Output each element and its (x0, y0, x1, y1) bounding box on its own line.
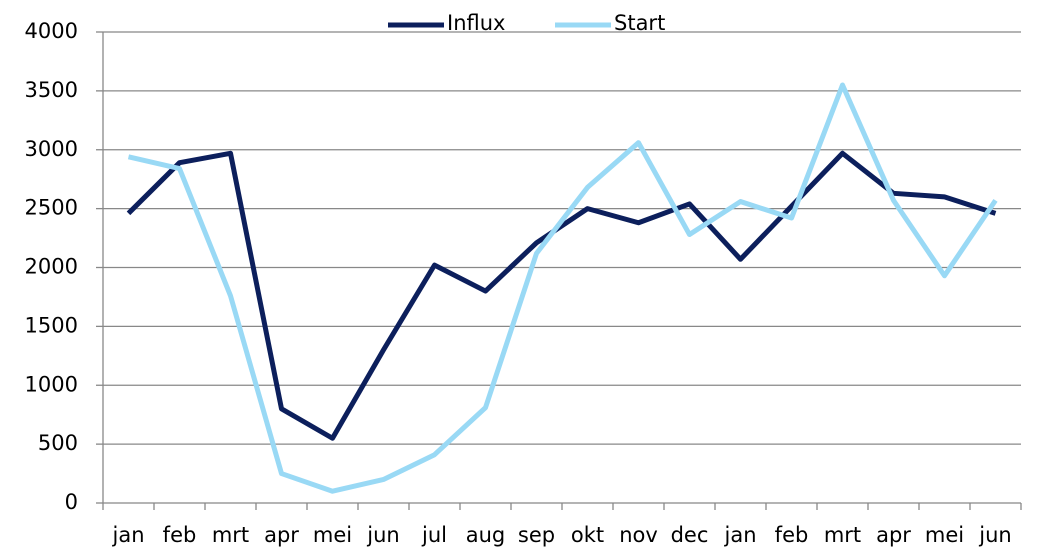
x-tick-label: dec (671, 523, 709, 547)
y-tick-label: 3000 (25, 137, 78, 161)
x-tick-label: apr (876, 523, 911, 547)
x-tick-label: feb (163, 523, 197, 547)
x-tick-label: jan (111, 523, 144, 547)
x-tick-label: feb (775, 523, 809, 547)
y-tick-label: 2000 (25, 255, 78, 279)
y-tick-label: 3500 (25, 78, 78, 102)
series-line (126, 150, 997, 441)
legend-label: Start (614, 11, 665, 35)
x-tick-label: jun (366, 523, 399, 547)
x-tick-label: nov (619, 523, 658, 547)
legend-label: Influx (447, 11, 505, 35)
x-tick-label: jul (421, 523, 447, 547)
x-tick-label: aug (466, 523, 506, 547)
x-tick-label: mrt (212, 523, 249, 547)
x-tick-label: mei (925, 523, 964, 547)
x-tick-label: sep (518, 523, 555, 547)
x-tick-label: jan (723, 523, 756, 547)
x-tick-label: okt (571, 523, 604, 547)
y-tick-label: 4000 (25, 19, 78, 43)
y-tick-label: 0 (65, 490, 78, 514)
x-tick-label: mrt (824, 523, 861, 547)
x-tick-label: apr (264, 523, 299, 547)
y-tick-label: 2500 (25, 196, 78, 220)
x-tick-label: jun (978, 523, 1011, 547)
y-tick-label: 1000 (25, 372, 78, 396)
series-line (127, 82, 998, 494)
y-tick-label: 1500 (25, 313, 78, 337)
x-tick-label: mei (313, 523, 352, 547)
y-tick-label: 500 (38, 431, 78, 455)
